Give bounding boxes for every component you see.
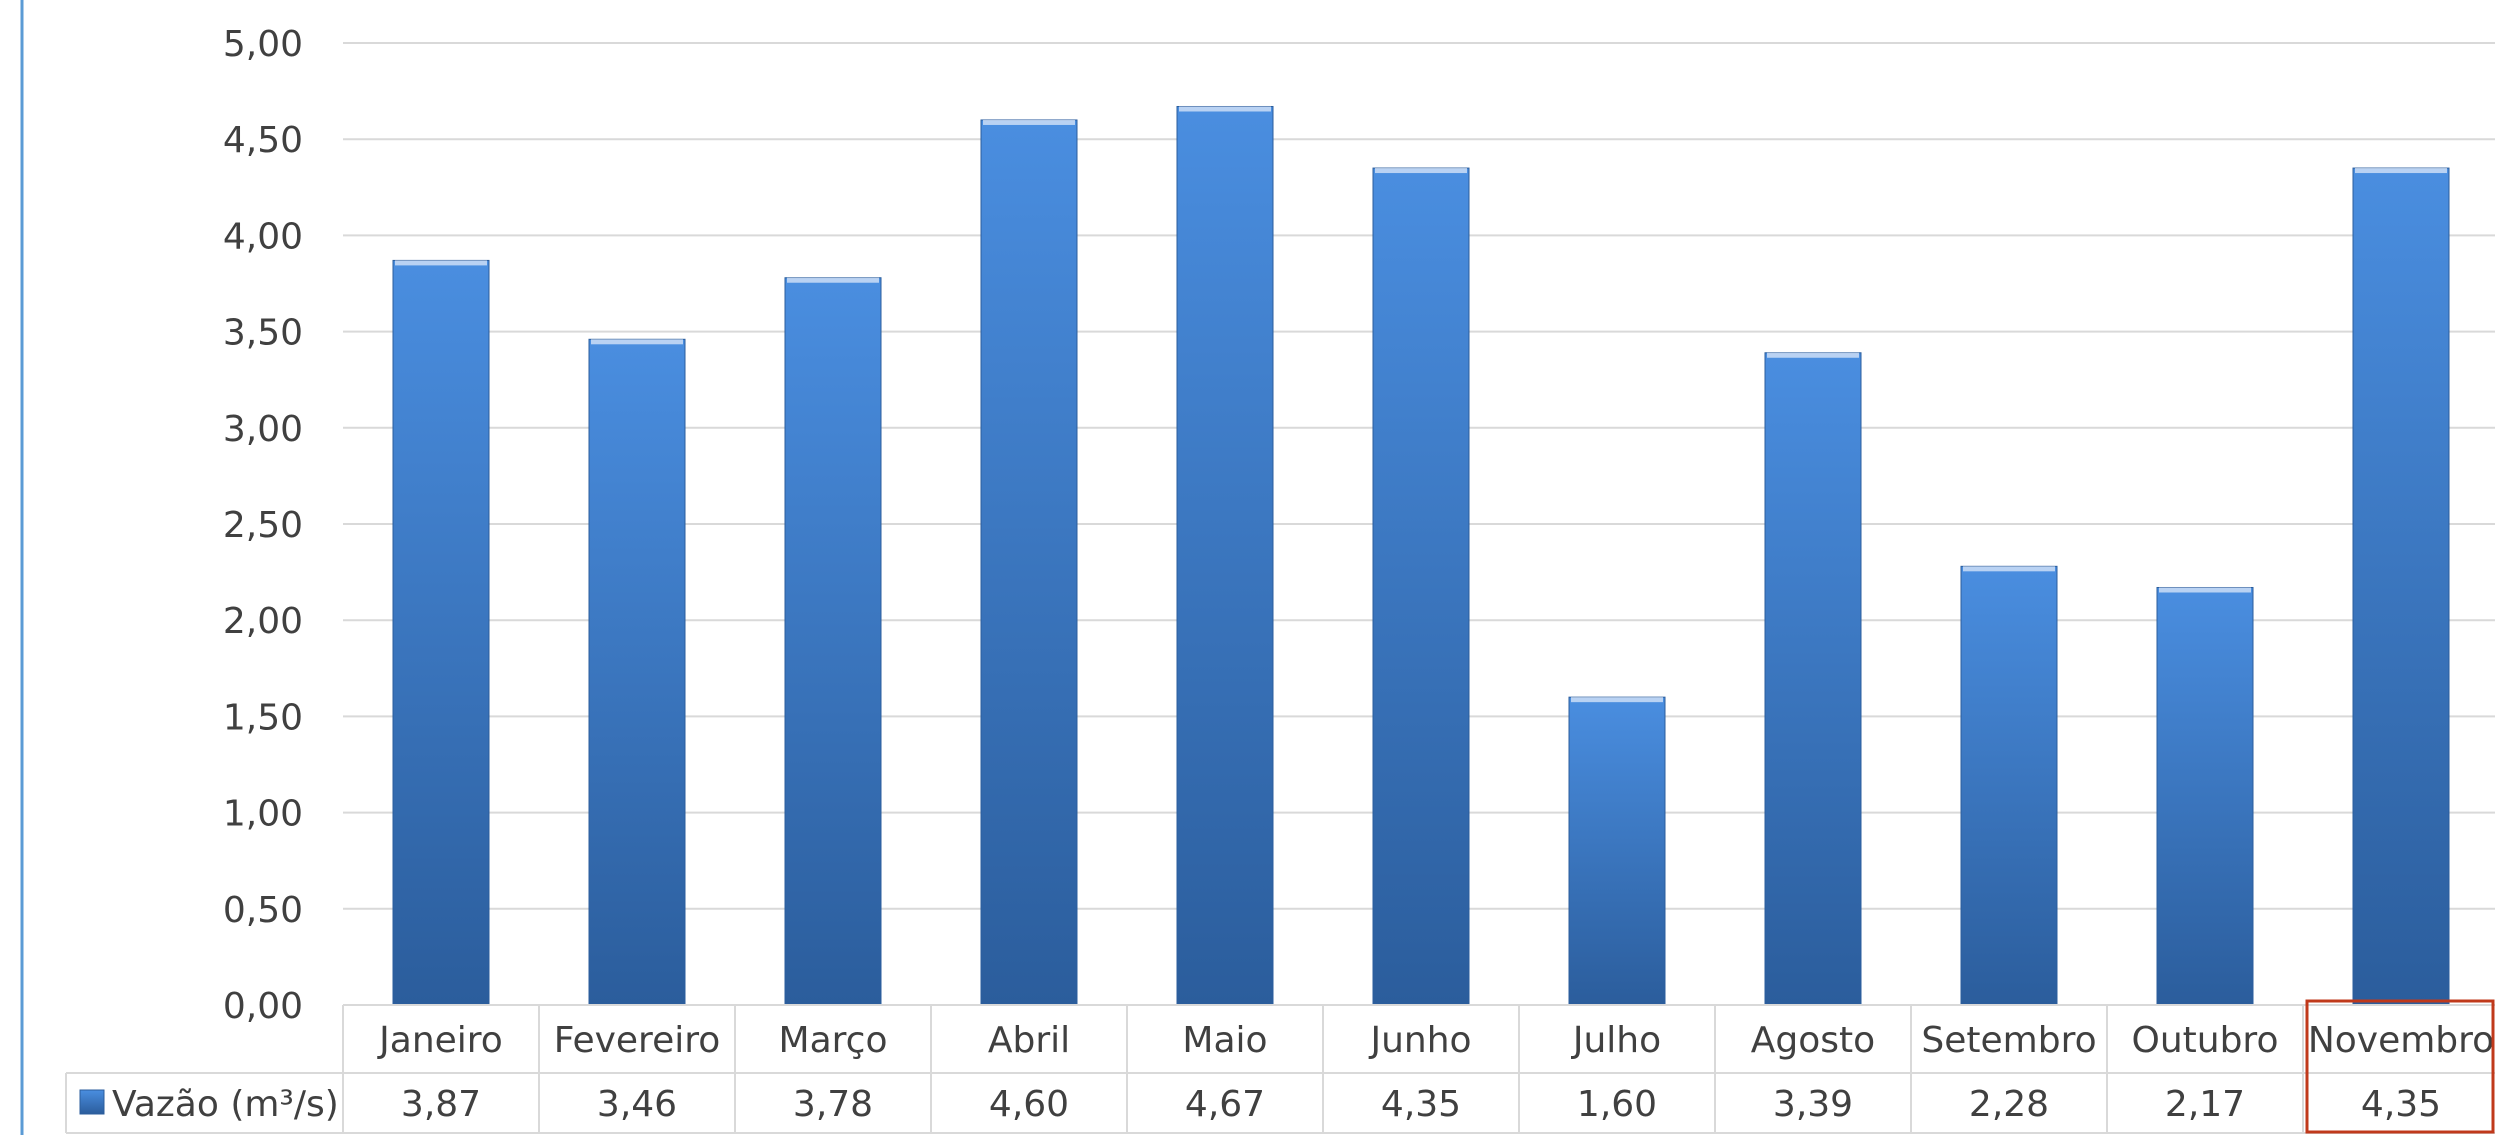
y-tick-label: 5,00 (223, 24, 303, 65)
bar (1176, 105, 1274, 1006)
data-table-value: 3,46 (597, 1084, 677, 1125)
category-label: Agosto (1751, 1020, 1875, 1061)
y-tick-label: 4,00 (223, 216, 303, 257)
bars (392, 105, 2450, 1006)
data-table-value: 3,87 (401, 1084, 481, 1125)
category-label: Junho (1368, 1020, 1471, 1061)
data-table-value: 2,17 (2165, 1084, 2245, 1125)
bar (2352, 167, 2450, 1006)
y-axis-ticks: 0,00 0,50 1,00 1,50 2,00 2,50 3,00 3,50 4,00 4,50… (223, 24, 303, 1027)
y-tick-label: 3,50 (223, 313, 303, 354)
category-label: Abril (988, 1020, 1070, 1061)
y-tick-label: 1,00 (223, 794, 303, 835)
data-table-value: 4,35 (1381, 1084, 1461, 1125)
bar (588, 338, 686, 1006)
y-tick-label: 1,50 (223, 697, 303, 738)
bar-top-highlight (395, 260, 487, 266)
bar-top-highlight (591, 339, 683, 345)
bar-top-highlight (1571, 697, 1663, 703)
data-table-value: 4,60 (989, 1084, 1069, 1125)
category-label: Julho (1571, 1020, 1661, 1061)
bar-top-highlight (2159, 587, 2251, 593)
bar-top-highlight (787, 277, 879, 283)
data-table-value: 4,35 (2361, 1084, 2441, 1125)
bar (1568, 696, 1666, 1006)
data-table-value: 1,60 (1577, 1084, 1657, 1125)
bar (1960, 565, 2058, 1006)
highlight-box (2305, 999, 2495, 1134)
bar (2156, 586, 2254, 1006)
highlight (2305, 999, 2495, 1134)
bar-top-highlight (2355, 168, 2447, 174)
category-label: Setembro (1921, 1020, 2096, 1061)
category-label: Março (779, 1020, 888, 1061)
y-tick-label: 4,50 (223, 120, 303, 161)
data-table: Janeiro 3,87 Fevereiro 3,46 Março 3,78 Abril 4,… (65, 1004, 2495, 1134)
bar-top-highlight (1179, 106, 1271, 112)
data-table-value: 3,78 (793, 1084, 873, 1125)
category-label: Fevereiro (554, 1020, 721, 1061)
data-table-value: 4,67 (1185, 1084, 1265, 1125)
bar-top-highlight (983, 119, 1075, 125)
y-tick-label: 3,00 (223, 409, 303, 450)
bar-top-highlight (1375, 168, 1467, 174)
y-tick-label: 2,50 (223, 505, 303, 546)
bar (1764, 352, 1862, 1006)
y-tick-label: 2,00 (223, 601, 303, 642)
data-table-value: 3,39 (1773, 1084, 1853, 1125)
bar (1372, 167, 1470, 1006)
category-label: Novembro (2308, 1020, 2494, 1061)
bar-top-highlight (1963, 566, 2055, 572)
y-tick-label: 0,50 (223, 890, 303, 931)
category-label: Maio (1182, 1020, 1267, 1061)
category-label: Outubro (2132, 1020, 2279, 1061)
bar-top-highlight (1767, 352, 1859, 358)
y-tick-label: 0,00 (223, 986, 303, 1027)
category-label: Janeiro (377, 1020, 503, 1061)
bar (392, 259, 490, 1006)
data-table-value: 2,28 (1969, 1084, 2049, 1125)
series-name: Vazão (m³/s) (112, 1084, 339, 1125)
bar (980, 119, 1078, 1006)
bar (784, 277, 882, 1006)
legend-key (79, 1089, 105, 1115)
